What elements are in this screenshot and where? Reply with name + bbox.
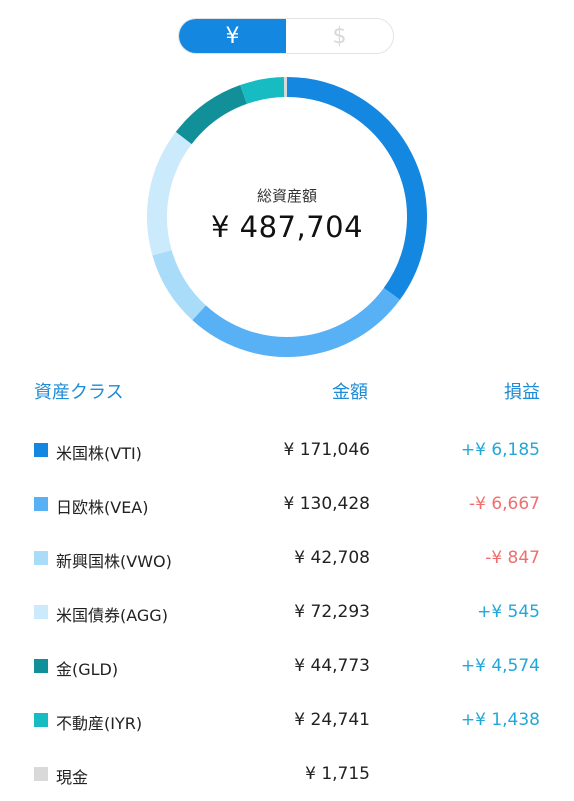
header-asset-class: 資産クラス [34,378,124,404]
asset-amount: ¥ 130,428 [283,494,370,514]
total-assets-summary: 総資産額 ¥ 487,704 [146,76,428,358]
asset-amount: ¥ 171,046 [283,440,370,460]
asset-name: 日欧株(VEA) [56,494,149,518]
asset-name: 金(GLD) [56,656,118,680]
table-row[interactable]: 米国株(VTI) ¥ 171,046 +¥ 6,185 [34,423,540,477]
asset-donut-chart: 総資産額 ¥ 487,704 [146,76,428,358]
table-row[interactable]: 新興国株(VWO) ¥ 42,708 -¥ 847 [34,531,540,585]
asset-name: 不動産(IYR) [56,710,142,734]
asset-amount: ¥ 42,708 [294,548,370,568]
total-assets-value: ¥ 487,704 [211,210,363,244]
table-row[interactable]: 日欧株(VEA) ¥ 130,428 -¥ 6,667 [34,477,540,531]
asset-amount: ¥ 1,715 [305,764,370,784]
asset-profit-loss: -¥ 847 [485,548,540,568]
asset-profit-loss: +¥ 545 [477,602,540,622]
asset-profit-loss: +¥ 6,185 [461,440,540,460]
asset-name: 米国株(VTI) [56,440,142,464]
asset-profit-loss: +¥ 4,574 [461,656,540,676]
table-row[interactable]: 不動産(IYR) ¥ 24,741 +¥ 1,438 [34,693,540,747]
table-row[interactable]: 金(GLD) ¥ 44,773 +¥ 4,574 [34,639,540,693]
asset-amount: ¥ 44,773 [294,656,370,676]
total-assets-label: 総資産額 [257,185,317,206]
header-profit-loss: 損益 [504,378,540,404]
table-row[interactable]: 現金 ¥ 1,715 [34,747,540,801]
asset-profit-loss: -¥ 6,667 [469,494,540,514]
asset-amount: ¥ 24,741 [294,710,370,730]
asset-amount: ¥ 72,293 [294,602,370,622]
table-row[interactable]: 米国債券(AGG) ¥ 72,293 +¥ 545 [34,585,540,639]
asset-name: 現金 [56,764,88,788]
asset-profit-loss: +¥ 1,438 [461,710,540,730]
color-swatch [34,497,48,511]
color-swatch [34,551,48,565]
color-swatch [34,605,48,619]
usd-toggle-button[interactable]: $ [286,19,393,53]
color-swatch [34,659,48,673]
asset-name: 米国債券(AGG) [56,602,168,626]
color-swatch [34,443,48,457]
color-swatch [34,713,48,727]
currency-toggle[interactable]: ¥ $ [178,18,394,54]
header-amount: 金額 [332,378,368,404]
table-header: 資産クラス 金額 損益 [34,378,540,408]
asset-table: 米国株(VTI) ¥ 171,046 +¥ 6,185 日欧株(VEA) ¥ 1… [34,423,540,801]
asset-name: 新興国株(VWO) [56,548,172,572]
yen-toggle-button[interactable]: ¥ [179,19,286,53]
color-swatch [34,767,48,781]
